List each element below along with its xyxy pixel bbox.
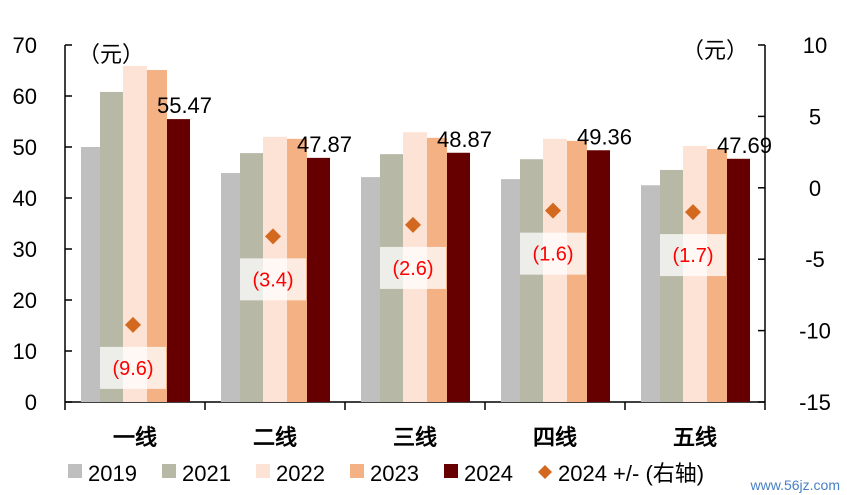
left-tick-label: 20 [13, 288, 37, 313]
right-tick-label: 5 [809, 104, 821, 129]
legend-swatch-2023 [350, 464, 364, 478]
data-label-box [100, 346, 166, 389]
data-label-2024: 47.87 [297, 132, 352, 157]
bar-2019 [501, 179, 520, 402]
bar-2019 [81, 147, 100, 402]
bar-2021 [520, 159, 543, 402]
legend-label: 2021 [182, 461, 231, 486]
category-label: 一线 [113, 425, 157, 450]
data-label-2024: 47.69 [717, 133, 772, 158]
bar-2019 [361, 177, 380, 402]
legend-label: 2023 [370, 461, 419, 486]
left-tick-label: 10 [13, 339, 37, 364]
data-label-box [660, 234, 726, 277]
legend-label: 2024 +/- (右轴) [558, 461, 704, 486]
diamond-data-label: (2.6) [392, 258, 433, 280]
legend-swatch-2024 [444, 464, 458, 478]
diamond-marker [125, 316, 141, 333]
bar-2024 [447, 152, 470, 402]
left-tick-label: 70 [13, 33, 37, 58]
bar-2024 [167, 119, 190, 402]
right-tick-label: -5 [805, 247, 825, 272]
legend-label: 2022 [276, 461, 325, 486]
legend-diamond [538, 465, 552, 479]
right-tick-label: 10 [803, 33, 827, 58]
left-tick-label: 30 [13, 237, 37, 262]
legend-swatch-2019 [68, 464, 82, 478]
diamond-data-label: (9.6) [112, 358, 153, 380]
legend-swatch-2022 [256, 464, 270, 478]
data-label-2024: 48.87 [437, 127, 492, 152]
right-tick-label: -15 [799, 390, 831, 415]
bar-2019 [221, 173, 240, 402]
bar-2022 [123, 65, 147, 402]
legend-label: 2024 [464, 461, 513, 486]
category-label: 五线 [673, 425, 717, 450]
bar-2019 [641, 185, 660, 402]
data-label-2024: 55.47 [157, 93, 212, 118]
category-label: 二线 [253, 425, 297, 450]
bar-2024 [727, 158, 750, 402]
watermark: www.56jz.com [750, 477, 840, 493]
data-label-2024: 49.36 [577, 124, 632, 149]
category-label: 四线 [533, 425, 577, 450]
diamond-data-label: (3.4) [252, 269, 293, 291]
data-label-box [380, 246, 446, 289]
diamond-marker [405, 216, 421, 233]
left-tick-label: 60 [13, 84, 37, 109]
legend-label: 2019 [88, 461, 137, 486]
left-tick-label: 0 [25, 390, 37, 415]
diamond-marker [685, 204, 701, 221]
data-label-box [240, 258, 306, 301]
right-tick-label: -10 [799, 319, 831, 344]
bar-2024 [587, 150, 610, 402]
bar-2021 [100, 91, 123, 403]
bar-2021 [660, 169, 683, 402]
bar-2024 [307, 157, 330, 402]
diamond-marker [265, 228, 281, 245]
bar-2023 [147, 69, 167, 403]
left-tick-label: 40 [13, 186, 37, 211]
diamond-data-label: (1.6) [532, 244, 573, 266]
data-label-box [520, 232, 586, 275]
diamond-data-label: (1.7) [672, 245, 713, 267]
legend-swatch-2021 [162, 464, 176, 478]
left-axis-unit: （元） [78, 42, 144, 67]
right-axis-unit: （元） [682, 38, 748, 63]
right-tick-label: 0 [809, 176, 821, 201]
diamond-marker [545, 202, 561, 219]
category-label: 三线 [393, 425, 437, 450]
left-tick-label: 50 [13, 135, 37, 160]
